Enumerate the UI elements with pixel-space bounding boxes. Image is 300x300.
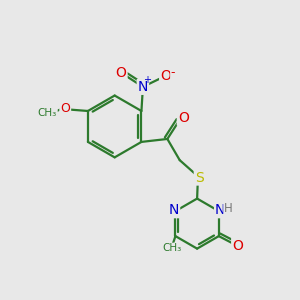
Text: CH₃: CH₃	[38, 108, 57, 118]
Text: N: N	[215, 203, 225, 217]
Text: O: O	[160, 69, 171, 83]
Text: O: O	[116, 66, 127, 80]
Text: +: +	[143, 75, 151, 85]
Text: -: -	[170, 66, 175, 79]
Text: CH₃: CH₃	[163, 244, 182, 254]
Text: S: S	[195, 170, 203, 184]
Text: O: O	[178, 111, 189, 125]
Text: O: O	[60, 102, 70, 116]
Text: N: N	[169, 203, 179, 217]
Text: N: N	[138, 80, 148, 94]
Text: H: H	[224, 202, 233, 215]
Text: O: O	[232, 238, 243, 253]
